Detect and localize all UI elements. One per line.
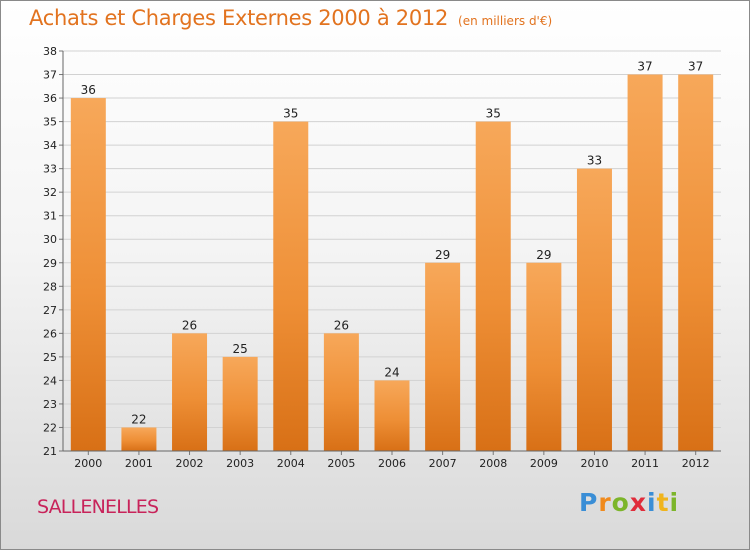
y-tick-label: 24 xyxy=(43,374,57,387)
x-tick-label: 2006 xyxy=(378,457,406,470)
y-tick-label: 27 xyxy=(43,304,57,317)
value-label-2005: 26 xyxy=(334,318,349,332)
y-tick-label: 33 xyxy=(43,163,57,176)
value-label-2012: 37 xyxy=(688,60,703,74)
y-tick-label: 29 xyxy=(43,257,57,270)
value-label-2001: 22 xyxy=(131,412,146,426)
x-tick-label: 2005 xyxy=(327,457,355,470)
bar-2006 xyxy=(374,380,410,451)
brand-letter: i xyxy=(669,488,680,517)
value-label-2002: 26 xyxy=(182,318,197,332)
bar-2003 xyxy=(222,356,258,451)
bar-2008 xyxy=(475,121,511,452)
y-tick-label: 35 xyxy=(43,116,57,129)
y-tick-label: 31 xyxy=(43,210,57,223)
bar-2000 xyxy=(70,98,106,451)
y-tick-label: 37 xyxy=(43,69,57,82)
chart-title: Achats et Charges Externes 2000 à 2012 (e… xyxy=(29,6,552,30)
y-tick-label: 38 xyxy=(43,45,57,58)
value-label-2003: 25 xyxy=(233,342,248,356)
y-tick-label: 21 xyxy=(43,445,57,458)
value-label-2000: 36 xyxy=(81,83,96,97)
y-tick-label: 30 xyxy=(43,233,57,246)
x-tick-label: 2011 xyxy=(631,457,659,470)
x-tick-label: 2002 xyxy=(176,457,204,470)
y-tick-label: 22 xyxy=(43,421,57,434)
chart-subtitle: (en milliers d'€) xyxy=(458,14,553,28)
bar-2004 xyxy=(273,121,309,452)
brand-letter: o xyxy=(611,488,630,517)
y-tick-label: 36 xyxy=(43,92,57,105)
value-label-2004: 35 xyxy=(283,107,298,121)
y-tick-label: 25 xyxy=(43,351,57,364)
bar-2011 xyxy=(627,74,663,451)
value-label-2010: 33 xyxy=(587,154,602,168)
value-label-2006: 24 xyxy=(384,365,399,379)
y-tick-label: 23 xyxy=(43,398,57,411)
y-tick-label: 34 xyxy=(43,139,57,152)
bar-2009 xyxy=(526,262,562,451)
y-tick-label: 28 xyxy=(43,280,57,293)
x-tick-label: 2001 xyxy=(125,457,153,470)
bar-2001 xyxy=(121,427,157,451)
brand-logo: Proxiti xyxy=(579,488,679,517)
bar-2002 xyxy=(172,333,208,451)
brand-letter: x xyxy=(629,488,647,517)
x-tick-label: 2010 xyxy=(580,457,608,470)
x-tick-label: 2000 xyxy=(74,457,102,470)
bar-2012 xyxy=(678,74,714,451)
bar-2005 xyxy=(323,333,359,451)
bars xyxy=(70,74,714,452)
x-tick-label: 2004 xyxy=(277,457,305,470)
x-tick-label: 2008 xyxy=(479,457,507,470)
chart-title-text: Achats et Charges Externes 2000 à 2012 xyxy=(29,6,449,30)
x-tick-label: 2009 xyxy=(530,457,558,470)
x-axis-ticks: 2000 2001 2002 2003 2004 2005 2006 2007 2008 2009… xyxy=(74,451,710,470)
bar-2007 xyxy=(425,262,461,451)
value-label-2011: 37 xyxy=(637,60,652,74)
y-axis-ticks: 21 22 23 24 25 26 27 28 29 30 31 32 33 34 35 36 37 38 xyxy=(43,45,63,458)
bar-2010 xyxy=(576,168,612,451)
x-tick-label: 2003 xyxy=(226,457,254,470)
x-tick-label: 2012 xyxy=(682,457,710,470)
y-tick-label: 26 xyxy=(43,327,57,340)
value-label-2008: 35 xyxy=(486,107,501,121)
brand-letter: r xyxy=(598,488,612,517)
commune-name: SALLENELLES xyxy=(37,496,159,518)
y-tick-label: 32 xyxy=(43,186,57,199)
brand-letter: i xyxy=(647,488,657,517)
value-labels: 36 22 26 25 35 26 24 29 35 29 33 37 37 xyxy=(81,60,704,427)
value-label-2009: 29 xyxy=(536,248,551,262)
brand-letter: P xyxy=(579,488,599,517)
brand-letter: t xyxy=(656,488,670,517)
x-tick-label: 2007 xyxy=(429,457,457,470)
value-label-2007: 29 xyxy=(435,248,450,262)
